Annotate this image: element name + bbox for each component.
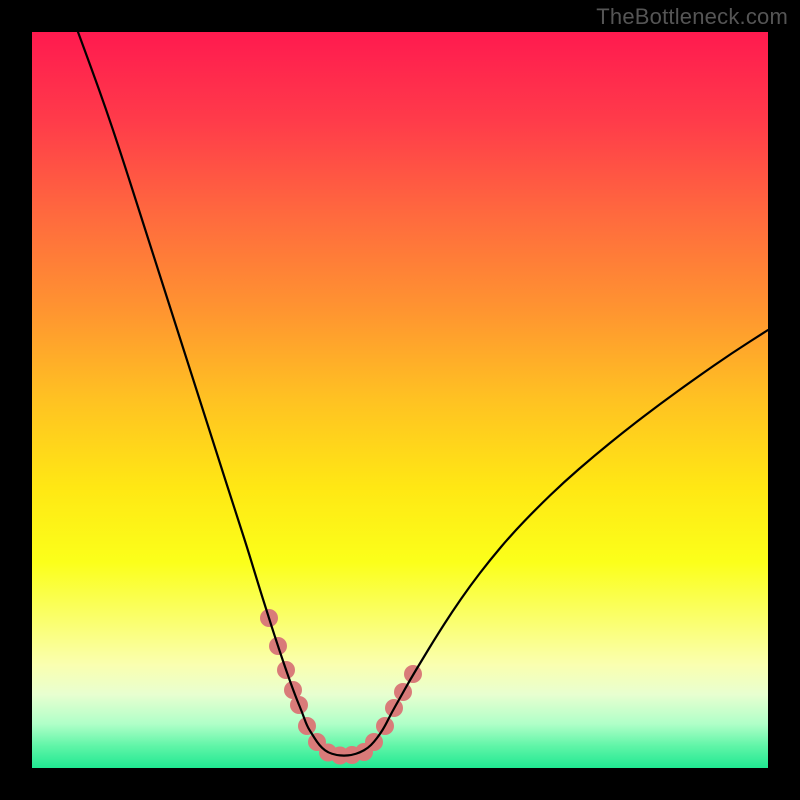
data-dots [260, 609, 422, 765]
curve-layer [32, 32, 768, 768]
watermark-text: TheBottleneck.com [596, 4, 788, 30]
plot-area [32, 32, 768, 768]
bottleneck-curve [78, 32, 768, 756]
